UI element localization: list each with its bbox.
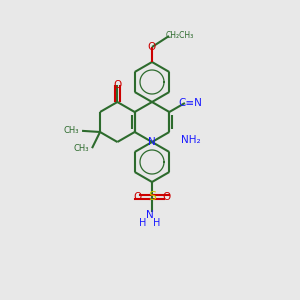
Text: NH₂: NH₂ [182,135,201,145]
Text: O: O [162,192,170,202]
Text: O: O [134,192,142,202]
Text: CH₃: CH₃ [73,144,89,153]
Text: S: S [148,190,156,203]
Text: O: O [113,80,122,90]
Text: CH₂CH₃: CH₂CH₃ [166,31,194,40]
Text: O: O [148,42,156,52]
Text: H: H [153,218,161,228]
Text: CH₃: CH₃ [63,126,79,135]
Text: N: N [148,137,156,147]
Text: H: H [139,218,147,228]
Text: N: N [146,210,154,220]
Text: C≡N: C≡N [178,98,202,108]
